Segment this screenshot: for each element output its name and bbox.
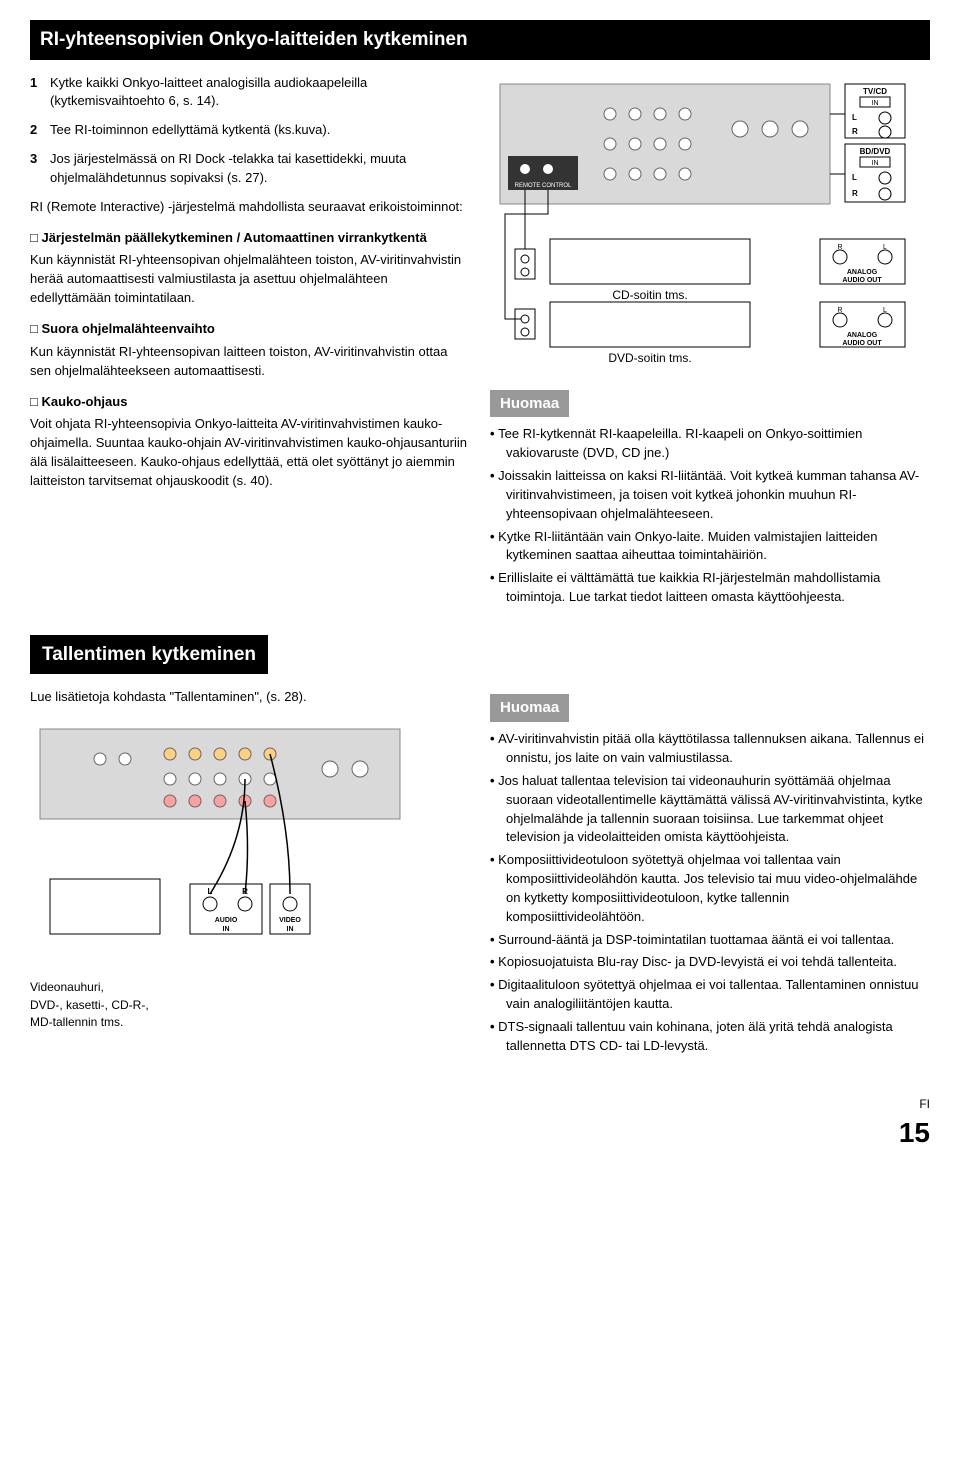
svg-text:BD/DVD: BD/DVD <box>860 147 891 156</box>
svg-text:IN: IN <box>287 926 294 933</box>
svg-text:L: L <box>883 244 887 251</box>
svg-text:L: L <box>883 307 887 314</box>
step-num: 3 <box>30 150 50 188</box>
note-item: Erillislaite ei välttämättä tue kaikkia … <box>490 569 930 607</box>
note-item: Komposiittivideotuloon syötettyä ohjelma… <box>490 851 930 926</box>
svg-text:R: R <box>837 307 842 314</box>
footer-page: 15 <box>30 1113 930 1154</box>
note-item: AV-viritinvahvistin pitää olla käyttötil… <box>490 730 930 768</box>
note-item: Joissakin laitteissa on kaksi RI-liitänt… <box>490 467 930 524</box>
svg-text:R: R <box>242 887 248 896</box>
step-text: Tee RI-toiminnon edellyttämä kytkentä (k… <box>50 121 330 140</box>
note-item: DTS-signaali tallentuu vain kohinana, jo… <box>490 1018 930 1056</box>
note-item: Tee RI-kytkennät RI-kaapeleilla. RI-kaap… <box>490 425 930 463</box>
left-column: 1 Kytke kaikki Onkyo-laitteet analogisil… <box>30 74 470 617</box>
svg-text:VIDEO: VIDEO <box>279 917 301 924</box>
note-item: Digitaalituloon syötettyä ohjelmaa ei vo… <box>490 976 930 1014</box>
svg-text:R: R <box>837 244 842 251</box>
svg-text:IN: IN <box>223 926 230 933</box>
step-2: 2 Tee RI-toiminnon edellyttämä kytkentä … <box>30 121 470 140</box>
recorder-caption: Videonauhuri, DVD-, kasetti-, CD-R-, MD-… <box>30 979 470 1031</box>
svg-text:L: L <box>852 113 857 122</box>
footer-lang: FI <box>30 1096 930 1113</box>
svg-text:L: L <box>208 887 213 896</box>
svg-text:CD-soitin tms.: CD-soitin tms. <box>612 288 687 302</box>
svg-text:R: R <box>852 127 858 136</box>
svg-text:IN: IN <box>872 100 879 107</box>
right-column: REMOTE CONTROL TV/CD IN L R <box>490 74 930 617</box>
ri-intro: RI (Remote Interactive) -järjestelmä mah… <box>30 198 470 217</box>
step-text: Kytke kaikki Onkyo-laitteet analogisilla… <box>50 74 470 112</box>
section-2-title: Tallentimen kytkeminen <box>30 635 268 675</box>
main-title: RI-yhteensopivien Onkyo-laitteiden kytke… <box>30 20 930 60</box>
svg-text:ANALOG: ANALOG <box>847 332 878 339</box>
svg-text:ANALOG: ANALOG <box>847 269 878 276</box>
ri-connection-diagram: REMOTE CONTROL TV/CD IN L R <box>490 74 910 374</box>
step-num: 2 <box>30 121 50 140</box>
section-2-right: Huomaa AV-viritinvahvistin pitää olla kä… <box>490 688 930 1065</box>
step-1: 1 Kytke kaikki Onkyo-laitteet analogisil… <box>30 74 470 112</box>
page-footer: FI 15 <box>30 1096 930 1154</box>
section-2-left: Lue lisätietoja kohdasta "Tallentaminen"… <box>30 688 470 1065</box>
recorder-diagram: L R AUDIO IN VIDEO IN <box>30 719 430 969</box>
feature-3-title: □ Kauko-ohjaus <box>30 393 470 412</box>
svg-text:AUDIO: AUDIO <box>215 917 238 924</box>
svg-text:L: L <box>852 173 857 182</box>
notes-list-1: Tee RI-kytkennät RI-kaapeleilla. RI-kaap… <box>490 425 930 607</box>
step-text: Jos järjestelmässä on RI Dock -telakka t… <box>50 150 470 188</box>
svg-text:REMOTE CONTROL: REMOTE CONTROL <box>515 183 572 189</box>
svg-text:TV/CD: TV/CD <box>863 87 887 96</box>
section-2-intro: Lue lisätietoja kohdasta "Tallentaminen"… <box>30 688 470 707</box>
notice-heading-2: Huomaa <box>490 694 569 722</box>
notes-list-2: AV-viritinvahvistin pitää olla käyttötil… <box>490 730 930 1056</box>
feature-3-body: Voit ohjata RI-yhteensopivia Onkyo-laitt… <box>30 415 470 490</box>
svg-text:AUDIO OUT: AUDIO OUT <box>842 340 882 347</box>
note-item: Surround-ääntä ja DSP-toimintatilan tuot… <box>490 931 930 950</box>
svg-text:DVD-soitin tms.: DVD-soitin tms. <box>608 351 691 365</box>
notice-heading-1: Huomaa <box>490 390 569 418</box>
step-3: 3 Jos järjestelmässä on RI Dock -telakka… <box>30 150 470 188</box>
note-item: Kopiosuojatuista Blu-ray Disc- ja DVD-le… <box>490 953 930 972</box>
svg-text:R: R <box>852 189 858 198</box>
note-item: Jos haluat tallentaa television tai vide… <box>490 772 930 847</box>
svg-text:AUDIO OUT: AUDIO OUT <box>842 277 882 284</box>
feature-2-title: □ Suora ohjelmalähteenvaihto <box>30 320 470 339</box>
feature-2-body: Kun käynnistät RI-yhteensopivan laitteen… <box>30 343 470 381</box>
step-num: 1 <box>30 74 50 112</box>
note-item: Kytke RI-liitäntään vain Onkyo-laite. Mu… <box>490 528 930 566</box>
svg-text:IN: IN <box>872 160 879 167</box>
feature-1-body: Kun käynnistät RI-yhteensopivan ohjelmal… <box>30 251 470 308</box>
feature-1-title: □ Järjestelmän päällekytkeminen / Automa… <box>30 229 470 248</box>
